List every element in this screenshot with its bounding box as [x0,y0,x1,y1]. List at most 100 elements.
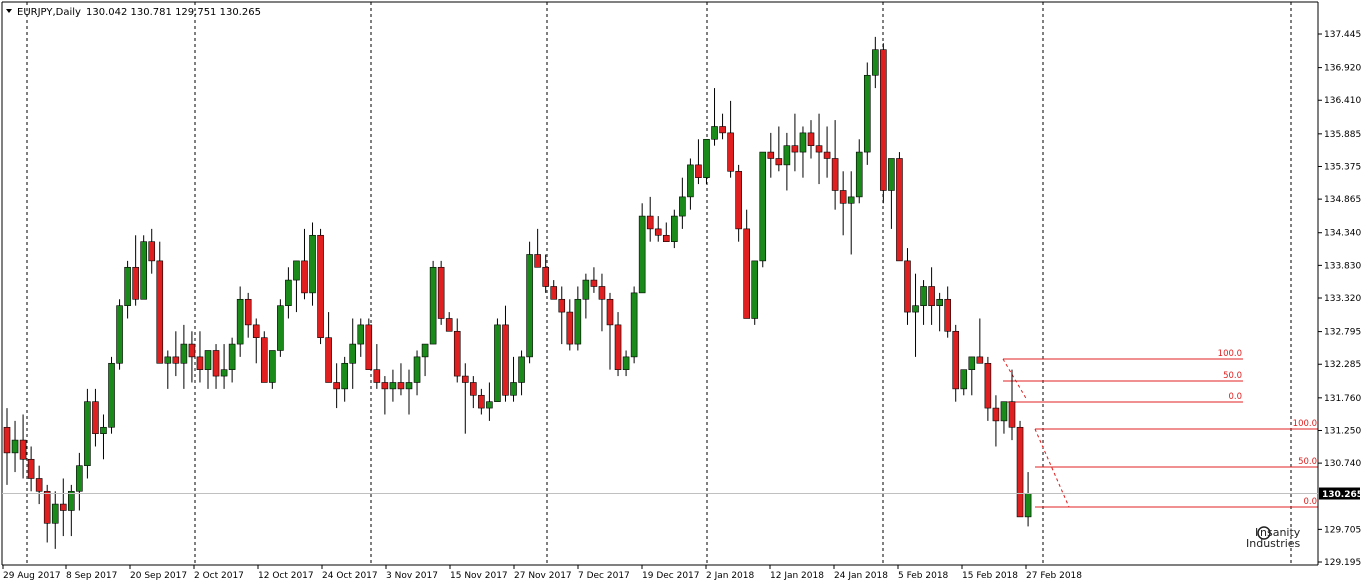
fib-trendline [1034,428,1070,508]
candle-body [293,260,300,281]
candle-body [421,343,429,358]
candle-body [212,350,220,377]
candle-body [920,286,927,306]
candle-body [775,158,783,166]
chart-menu-triangle-icon[interactable] [6,9,12,13]
candle-body [51,503,59,524]
candle-body [695,164,702,178]
fib-level-label: 0.0 [1228,392,1242,402]
candle-body [333,382,340,390]
x-tick-label: 19 Dec 2017 [642,571,700,581]
candle-body [357,324,365,345]
candle-body [912,305,919,313]
candle-body [815,145,823,153]
candle-body [534,254,541,268]
candle-body [703,138,710,178]
candle-body [373,369,381,383]
x-tick-label: 27 Nov 2017 [514,571,572,581]
candle-body [100,426,107,434]
candle-body [269,350,276,383]
candle-body [108,362,115,428]
fib-level-label: 0.0 [1303,497,1317,507]
candle-body [365,324,373,370]
candle-body [341,362,348,390]
candle-body [847,196,855,204]
candle-body [510,382,517,396]
fib-level-label: 50.0 [1223,371,1242,381]
candle-body [783,145,791,166]
period-separators [26,2,1292,565]
candle-body [598,286,606,300]
y-tick-label: 133.320 [1324,294,1361,304]
candle-body [116,305,123,364]
x-tick-label: 5 Feb 2018 [898,571,949,581]
current-price-label: 130.265 [1322,490,1362,500]
candle-body [389,382,397,390]
candlestick-series [3,36,1032,549]
candle-body [928,286,935,306]
candle-body [405,382,413,390]
candle-body [896,158,903,262]
fibonacci-retracements[interactable]: 100.0 50.0 0.0 100.0 50.0 0.0 [1002,349,1318,508]
candle-body [19,439,27,460]
candle-body [872,49,879,76]
x-tick-label: 15 Feb 2018 [962,571,1018,581]
candle-body [132,266,139,300]
candle-body [381,382,389,390]
candle-body [566,311,574,345]
y-tick-label: 131.760 [1324,394,1361,404]
candle-body [453,330,461,377]
candle-body [542,266,549,287]
watermark-initial: I [1255,526,1258,539]
candle-body [839,190,847,204]
fib-level-label: 100.0 [1218,349,1242,359]
candle-body [59,503,67,511]
candle-body [140,241,147,300]
candle-body [494,324,501,402]
candle-body [791,145,799,153]
watermark-line: nsanity [1260,526,1301,539]
candle-body [156,260,164,364]
candle-body [711,126,718,140]
candle-body [719,126,726,134]
fib-trendline [1002,358,1028,401]
x-tick-label: 29 Aug 2017 [3,571,61,581]
candle-body [92,401,99,434]
candle-body [654,228,662,236]
candle-body [807,132,815,146]
y-tick-label: 130.740 [1324,459,1361,469]
y-tick-label: 134.865 [1324,195,1361,205]
candle-body [172,356,180,364]
x-tick-label: 2 Jan 2018 [706,571,754,581]
candle-body [550,286,558,300]
y-tick-label: 135.375 [1324,162,1361,172]
candle-body [751,260,759,319]
candle-body [630,292,638,358]
y-tick-label: 133.830 [1324,261,1361,271]
candle-body [309,234,316,294]
candle-body [1016,426,1024,518]
candle-body [429,266,437,345]
candle-body [671,215,678,242]
candle-body [148,241,156,262]
candle-body [188,343,196,358]
y-tick-label: 136.920 [1324,64,1361,74]
candle-body [687,164,694,198]
candle-body [759,151,767,262]
x-tick-label: 27 Feb 2018 [1026,571,1082,581]
x-tick-label: 7 Dec 2017 [578,571,630,581]
candle-body [470,382,477,396]
candle-body [582,279,590,300]
candle-body [976,356,984,364]
candle-body [855,151,863,198]
price-axis: 137.445 136.920 136.410 135.885 135.375 134.8… [2,30,1362,568]
y-tick-label: 134.340 [1324,229,1361,239]
y-tick-label: 132.285 [1324,360,1361,370]
candle-body [622,356,630,370]
candle-body [831,158,839,191]
candle-body [236,298,244,345]
candle-body [196,356,204,370]
candle-body [880,49,887,191]
candle-body [220,369,228,377]
